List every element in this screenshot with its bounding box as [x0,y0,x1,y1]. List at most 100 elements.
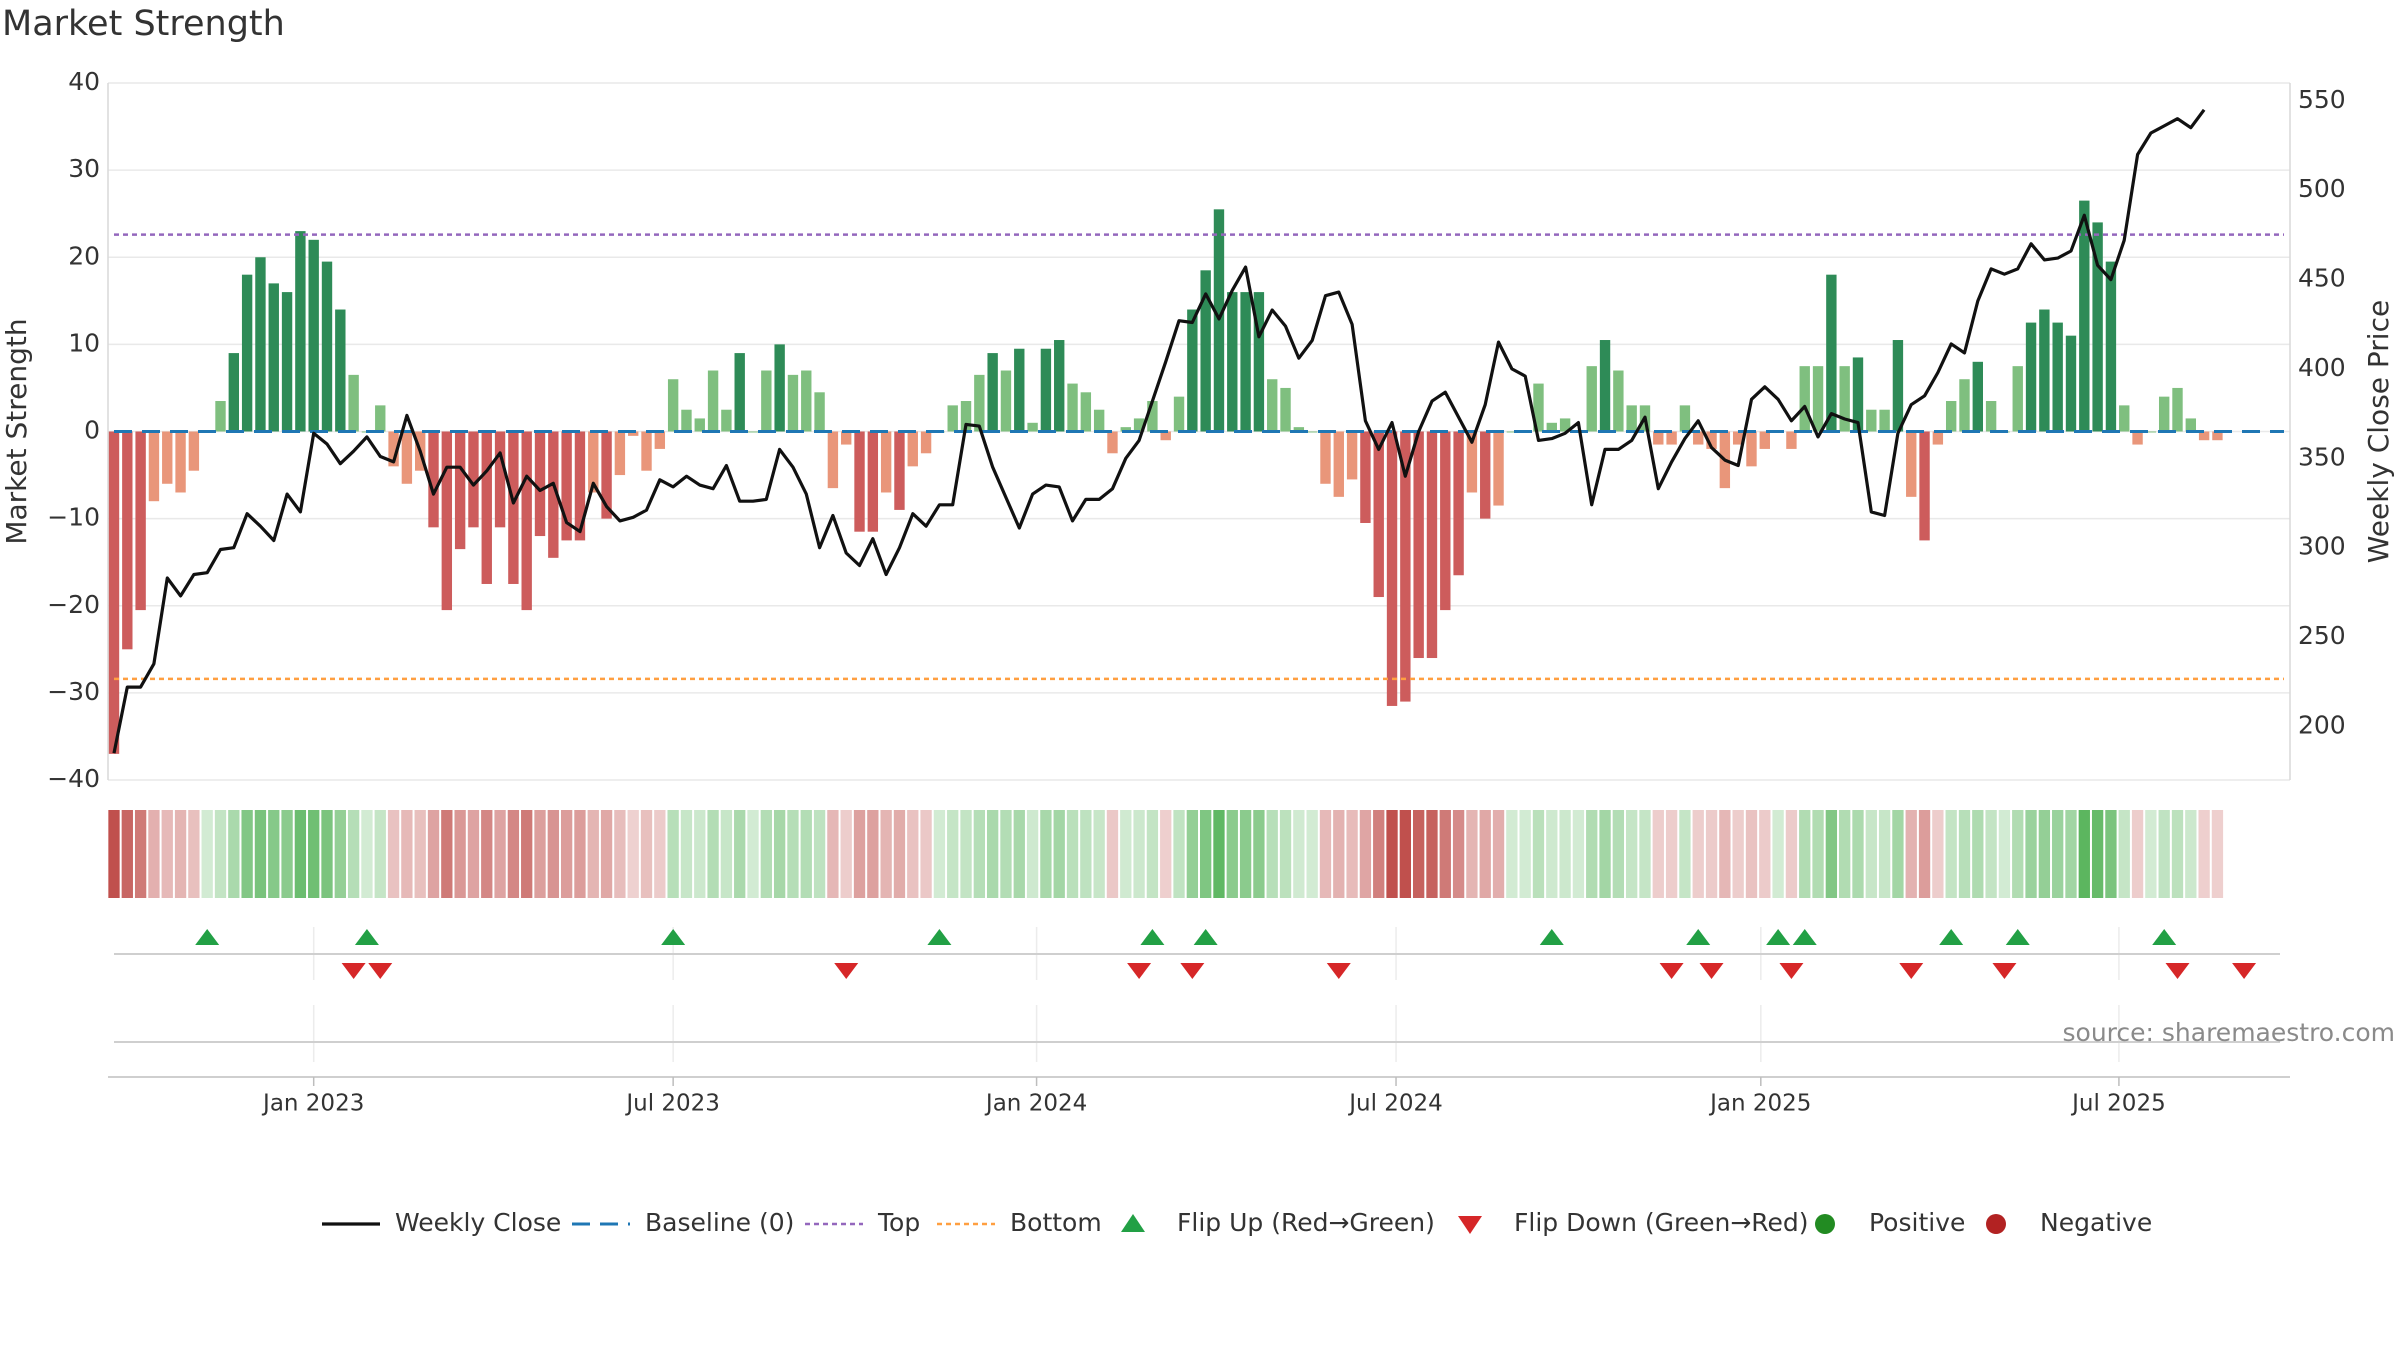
strip-cell [560,810,573,898]
x-axis-ticks: Jan 2023 Jul 2023 Jan 2024 Jul 2024 Jan 2025… [261,1077,2166,1117]
strip-cell [1133,810,1145,898]
legend-item: Negative [1986,1208,2152,1237]
strength-bar [1466,431,1478,493]
strength-bar [787,374,799,432]
strength-bar [707,370,719,432]
strip-cell [254,810,267,898]
strip-cell [188,810,200,898]
flip-up-marker [354,929,379,945]
strength-bar [1759,431,1770,449]
strip-cell [334,810,346,898]
legend-item: Flip Down (Green→Red) [1458,1208,1809,1237]
strength-bar [1799,366,1810,432]
strip-cell [521,810,533,898]
strip-cell [667,810,679,898]
strip-cell [1799,810,1811,898]
strength-bar [774,344,785,432]
strip-cell [907,810,919,898]
strip-cell [387,810,400,898]
strength-bar [1906,431,1917,497]
left-axis-ticks: 40 30 20 10 0 −10 −20 −30 −40 [47,67,100,793]
strip-cell [308,810,320,898]
strength-bar [841,431,852,445]
strip-cell [760,810,772,898]
strength-bar [2212,431,2223,441]
strip-cell [574,810,586,898]
strength-bar [854,431,865,532]
strength-bar [1919,431,1930,541]
strength-bar [1306,431,1318,433]
strength-bar [1320,431,1331,484]
strength-bar [1333,431,1344,497]
strength-bar [548,431,559,558]
strip-cell [973,810,985,898]
legend-label: Flip Down (Green→Red) [1514,1208,1809,1237]
strip-cell [281,810,293,898]
strength-bar [628,431,639,436]
strength-bar [1453,431,1464,576]
strip-cell [1200,810,1212,898]
strength-bar [1067,383,1078,432]
strength-bar [1613,370,1624,432]
strip-cell [1013,810,1025,898]
strip-cell [800,810,812,898]
strip-cell [494,810,506,898]
strip-cell [787,810,799,898]
flip-up-marker [1140,929,1165,945]
strip-cell [1226,810,1238,898]
strip-cell [2052,810,2064,898]
strength-bar [1693,431,1704,445]
flip-panel [114,927,2280,980]
legend-item: Bottom [937,1208,1102,1237]
strength-bar [947,405,958,432]
strength-bar [614,431,626,476]
strength-bar [1200,270,1211,432]
strength-bar [308,239,319,432]
strip-cell [640,810,653,898]
strip-cell [680,810,693,898]
strip-cell [2091,810,2104,898]
strip-cell [454,810,466,898]
strip-cell [1985,810,1997,898]
strength-bar [1000,370,1012,432]
strip-cell [587,810,599,898]
strength-bar [2065,335,2077,432]
strength-bar [468,431,479,528]
strength-bar [268,283,279,432]
strength-bar [601,431,612,519]
left-tick-label: 0 [84,416,100,445]
strip-cell [148,810,160,898]
strength-bar [1480,431,1491,519]
strip-cell [1852,810,1864,898]
strength-bar [2145,431,2157,433]
strength-bar [588,431,599,493]
strength-bar [348,374,359,432]
strength-bar [574,431,586,541]
strip-cell [1306,810,1318,898]
strength-bar [1932,431,1944,445]
strip-cell [933,810,946,898]
strength-bar [681,409,692,432]
strength-bars [108,200,2223,754]
flip-up-marker [1686,929,1711,945]
legend-item: Flip Up (Red→Green) [1121,1208,1435,1237]
strip-cell [1359,810,1372,898]
flip-up-marker [1193,929,1218,945]
strip-cell [1958,810,1971,898]
weekly-close-line [112,108,2206,754]
strength-bar [1120,427,1131,432]
strip-cell [1692,810,1704,898]
strength-bar [2158,396,2170,432]
strength-bar [388,431,399,467]
strength-bar [747,431,759,433]
flip-down-marker [368,963,393,979]
right-tick-label: 300 [2298,532,2346,561]
strip-cell [2105,810,2117,898]
strength-bar [1586,366,1597,432]
strip-cell [1626,810,1638,898]
flip-down-marker [1992,963,2017,979]
strength-bar [1839,366,1850,432]
strip-cell [986,810,999,898]
strength-bar [1812,366,1824,432]
left-tick-label: 40 [68,67,100,96]
